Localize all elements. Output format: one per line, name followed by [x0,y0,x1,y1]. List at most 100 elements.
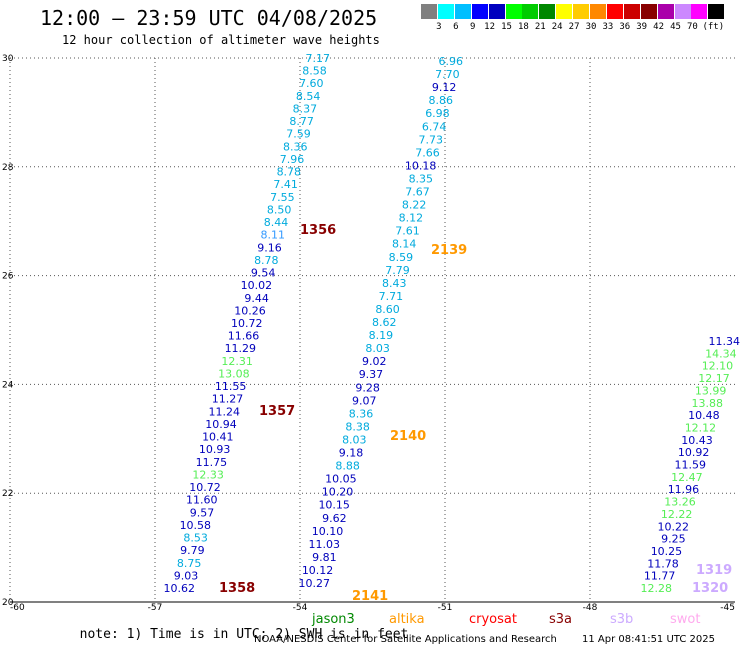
satellite-label-jason3: jason3 [312,612,355,627]
wave-height-value: 7.60 [299,77,324,90]
wave-height-value: 8.78 [277,166,302,179]
wave-height-value: 7.17 [306,52,331,65]
wave-height-value: 12.28 [641,582,673,595]
wave-height-value: 8.38 [345,420,370,433]
wave-height-value: 11.77 [644,570,676,583]
x-tick-label: -48 [583,603,598,613]
satellite-label-altika: altika [389,612,425,627]
wave-height-value: 8.03 [342,433,367,446]
wave-height-value: 10.92 [678,446,710,459]
wave-height-value: 10.26 [234,304,266,317]
pass-time-label: 2141 [352,589,388,604]
wave-height-value: 10.20 [322,486,354,499]
color-swatch [454,4,471,19]
wave-height-value: 8.43 [382,277,407,290]
wave-height-value: 8.58 [302,65,327,78]
wave-height-value: 10.72 [189,481,221,494]
color-legend-label: 6 [453,22,459,32]
wave-height-value: 8.59 [389,251,414,264]
wave-height-value: 8.62 [372,316,397,329]
y-tick-label: 26 [2,272,14,282]
wave-height-value: 11.24 [209,405,241,418]
wave-height-value: 8.35 [409,172,434,185]
wave-height-value: 11.78 [647,557,679,570]
footer-note-line: note: 1) Time is in UTC; 2) SWH is in fe… [64,612,409,642]
pass-time-label: 1358 [219,581,255,596]
wave-height-value: 12.22 [661,508,693,521]
pass-time-label: 1320 [692,581,728,596]
wave-height-value: 9.25 [661,533,686,546]
pass-time-label: 2140 [390,429,426,444]
wave-height-value: 9.28 [355,381,380,394]
wave-height-value: 8.22 [402,199,427,212]
wave-height-value: 8.03 [365,342,390,355]
wave-height-value: 9.16 [257,241,282,254]
wave-height-value: 10.18 [405,159,437,172]
wave-height-value: 12.12 [685,421,717,434]
pass-time-label: 2139 [431,243,467,258]
wave-height-value: 8.11 [261,229,286,242]
wave-height-value: 9.03 [174,569,199,582]
wave-height-value: 8.50 [267,203,292,216]
wave-height-value: 11.66 [228,330,260,343]
wave-height-value: 7.41 [273,178,298,191]
wave-height-value: 8.54 [296,90,321,103]
wave-height-value: 8.77 [289,115,314,128]
wave-height-value: 7.59 [286,128,311,141]
wave-height-value: 11.75 [196,456,228,469]
wave-height-value: 8.88 [335,460,360,473]
satellite-label-cryosat: cryosat [469,612,517,627]
wave-height-value: 7.66 [415,146,440,159]
satellite-label-s3a: s3a [549,612,573,627]
wave-height-value: 9.02 [362,355,387,368]
color-legend-label: 33 [602,22,614,32]
wave-height-value: 8.60 [375,303,400,316]
wave-height-value: 7.67 [405,186,430,199]
wave-height-value: 10.05 [325,473,357,486]
color-swatch [573,4,590,19]
footer-note: note: 1) Time is in UTC; 2) SWH is in fe… [79,627,409,642]
color-legend-label: 21 [534,22,546,32]
satellite-label-s3b: s3b [610,612,634,627]
y-tick-label: 28 [2,163,14,173]
wave-height-value: 10.22 [658,520,690,533]
wave-height-value: 9.44 [244,292,269,305]
wave-height-value: 7.73 [419,133,444,146]
wave-height-value: 7.61 [395,225,420,238]
wave-height-value: 9.81 [312,551,337,564]
color-legend-label: 9 [469,22,476,32]
color-swatch [437,4,454,19]
wave-height-value: 9.57 [190,506,215,519]
wave-height-value: 7.55 [270,191,295,204]
wave-height-value: 7.70 [435,68,460,81]
color-legend-label: 70 [686,22,698,32]
wave-height-value: 8.12 [399,212,424,225]
color-legend-label: 15 [501,22,512,32]
x-tick-label: -45 [720,603,735,613]
wave-height-value: 10.93 [199,443,231,456]
wave-height-value: 6.98 [425,107,450,120]
wave-height-value: 9.79 [180,544,205,557]
wave-height-value: 8.78 [254,254,279,267]
wave-height-value: 11.34 [709,335,740,348]
wave-height-value: 10.12 [302,564,334,577]
wave-height-value: 9.12 [432,81,457,94]
color-swatch [522,4,539,19]
wave-height-value: 11.03 [308,538,340,551]
wave-height-value: 8.36 [349,407,374,420]
y-tick-label: 22 [2,489,13,499]
wave-height-value: 14.34 [705,347,737,360]
wave-height-value: 7.79 [385,264,410,277]
wave-height-value: 12.17 [698,372,730,385]
color-legend-label: 24 [551,22,563,32]
wave-height-value: 8.37 [293,102,318,115]
wave-height-value: 9.07 [352,394,377,407]
y-tick-label: 20 [2,598,14,608]
satellite-label-swot: swot [670,612,701,627]
color-swatch [590,4,606,19]
pass-time-label: 1357 [259,404,295,419]
color-swatch [708,4,725,19]
wave-height-value: 10.10 [312,525,344,538]
color-swatch [657,4,674,19]
wave-height-value: 6.74 [422,120,447,133]
